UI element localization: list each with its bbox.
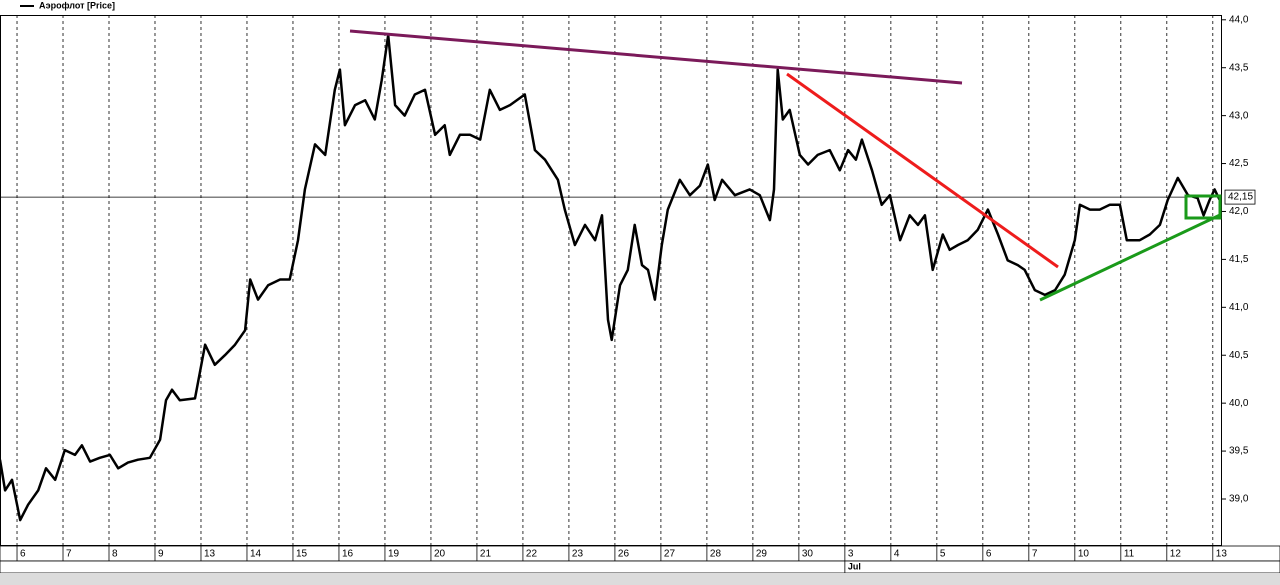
x-tick-label: 4 <box>894 549 900 560</box>
trend-line <box>786 72 1059 269</box>
y-tick-label: 39,5 <box>1229 446 1249 457</box>
x-tick-label: 6 <box>20 549 26 560</box>
x-tick-label: 30 <box>802 549 814 560</box>
y-tick-label: 42,0 <box>1229 206 1249 217</box>
y-tick-label: 43,0 <box>1229 110 1249 121</box>
x-tick-label: 23 <box>572 549 584 560</box>
x-tick-label: 19 <box>388 549 400 560</box>
x-tick-label: 11 <box>1124 549 1135 560</box>
y-tick-label: 44,0 <box>1229 14 1249 25</box>
x-tick-label: 15 <box>296 549 308 560</box>
legend-label: Аэрофлот [Price] <box>39 0 115 10</box>
x-tick-label: 21 <box>480 549 492 560</box>
x-tick-label: 22 <box>526 549 538 560</box>
x-tick-label: 29 <box>756 549 768 560</box>
y-tick-label: 40,0 <box>1229 398 1249 409</box>
x-tick-label: 28 <box>710 549 722 560</box>
x-tick-label: 16 <box>342 549 354 560</box>
scrollbar <box>0 573 1280 585</box>
month-row <box>0 560 1280 574</box>
x-tick-label: 26 <box>618 549 630 560</box>
x-tick-label: 12 <box>1170 549 1182 560</box>
x-tick-label: 10 <box>1078 549 1090 560</box>
x-tick-label: 6 <box>986 549 992 560</box>
grid: 6 7 8 9 13 14 15 16 19 20 21 22 23 26 27 28 29 30 3 4 5 6 7 10 1… <box>0 14 1256 573</box>
trend-line <box>349 29 963 85</box>
y-tick-label: 41,0 <box>1229 302 1249 313</box>
highlight-box <box>1184 194 1222 220</box>
last-value-label: 42,15 <box>1228 192 1253 203</box>
y-tick-label: 41,5 <box>1229 254 1249 265</box>
last-value-box <box>1224 189 1256 205</box>
x-tick-label: 7 <box>1032 549 1038 560</box>
x-tick-label: 8 <box>112 549 118 560</box>
price-line <box>0 33 1221 522</box>
x-tick-label: 13 <box>1216 549 1228 560</box>
marks <box>0 33 1221 522</box>
month-label: Jul <box>848 561 861 571</box>
x-tick-label: 13 <box>204 549 216 560</box>
x-tick-label: 5 <box>940 549 946 560</box>
x-tick-label: 3 <box>848 549 854 560</box>
y-tick-label: 43,5 <box>1229 62 1249 73</box>
y-tick-label: 42,5 <box>1229 158 1249 169</box>
plot-frame <box>0 15 1222 546</box>
y-tick-label: 39,0 <box>1229 494 1249 505</box>
x-tick-label: 27 <box>664 549 676 560</box>
x-tick-label: 14 <box>250 549 262 560</box>
y-tick-label: 40,5 <box>1229 350 1249 361</box>
trend-line <box>1039 213 1221 302</box>
x-tick-label: 7 <box>66 549 72 560</box>
x-tick-label: 20 <box>434 549 446 560</box>
x-tick-label: 9 <box>158 549 164 560</box>
